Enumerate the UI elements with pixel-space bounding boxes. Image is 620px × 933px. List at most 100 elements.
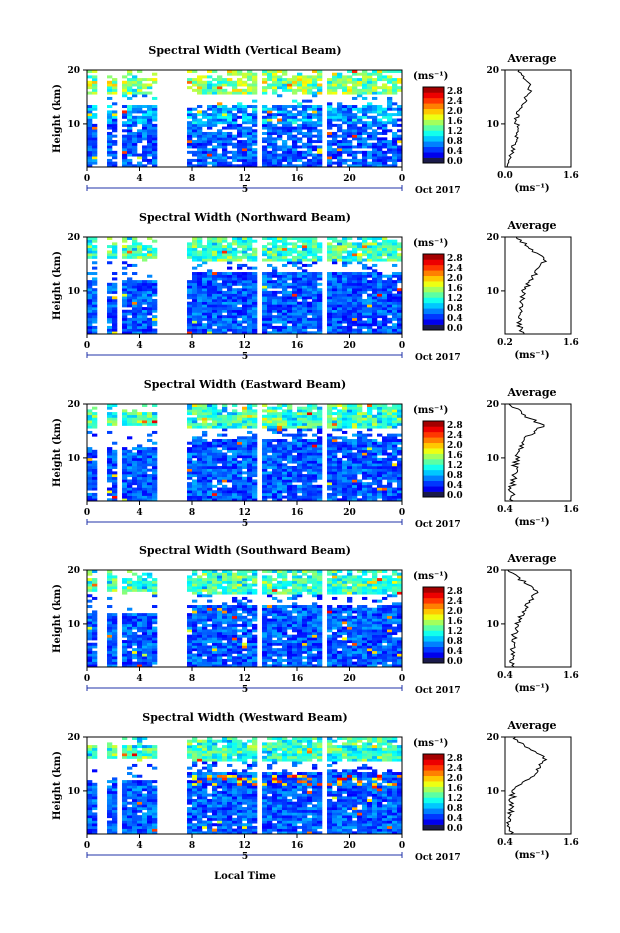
heatmap-cell xyxy=(317,140,322,143)
heatmap-cell xyxy=(122,151,127,154)
heatmap-cell xyxy=(327,110,332,113)
heatmap-cell xyxy=(267,121,272,124)
avg-y-tick-label: 20 xyxy=(486,66,499,76)
heatmap-cell xyxy=(112,296,117,299)
heatmap-cell xyxy=(197,605,202,608)
colorbar-swatch xyxy=(423,492,444,498)
heatmap-cell xyxy=(362,267,367,270)
heatmap-cell xyxy=(247,458,252,461)
heatmap-cell xyxy=(187,409,192,412)
heatmap-cell xyxy=(142,256,147,259)
heatmap-cell xyxy=(277,259,282,262)
heatmap-cell xyxy=(367,488,372,491)
heatmap-cell xyxy=(287,318,292,321)
heatmap-cell xyxy=(247,436,252,439)
heatmap-cell xyxy=(337,296,342,299)
heatmap-cell xyxy=(277,296,282,299)
heatmap-cell xyxy=(367,329,372,332)
heatmap-cell xyxy=(207,83,212,86)
heatmap-cell xyxy=(202,474,207,477)
heatmap-cell xyxy=(137,248,142,251)
heatmap-cell xyxy=(122,635,127,638)
heatmap-cell xyxy=(207,423,212,426)
heatmap-cell xyxy=(347,253,352,256)
x-tick-label: 20 xyxy=(343,341,356,351)
heatmap-cell xyxy=(122,640,127,643)
heatmap-cell xyxy=(152,321,157,324)
heatmap-cell xyxy=(232,299,237,302)
heatmap-cell xyxy=(127,329,132,332)
heatmap-cell xyxy=(92,651,97,654)
heatmap-cell xyxy=(317,315,322,318)
heatmap-cell xyxy=(222,323,227,326)
heatmap-cell xyxy=(312,461,317,464)
heatmap-cell xyxy=(302,434,307,437)
heatmap-cell xyxy=(267,264,272,267)
heatmap-cell xyxy=(142,323,147,326)
heatmap-cell xyxy=(382,116,387,119)
heatmap-cell xyxy=(222,439,227,442)
heatmap-cell xyxy=(277,253,282,256)
heatmap-cell xyxy=(232,108,237,111)
heatmap-cell xyxy=(312,474,317,477)
heatmap-cell xyxy=(122,286,127,289)
heatmap-cell xyxy=(87,659,92,662)
heatmap-cell xyxy=(137,116,142,119)
heatmap-cell xyxy=(122,304,127,307)
heatmap-cell xyxy=(252,100,257,103)
heatmap-cell xyxy=(187,116,192,119)
heatmap-cell xyxy=(332,428,337,431)
heatmap-cell xyxy=(212,121,217,124)
heatmap-cell xyxy=(262,490,267,493)
heatmap-cell xyxy=(292,256,297,259)
heatmap-cell xyxy=(127,288,132,291)
heatmap-cell xyxy=(377,469,382,472)
colorbar-swatch xyxy=(423,486,444,492)
heatmap-cell xyxy=(392,463,397,466)
heatmap-cell xyxy=(152,488,157,491)
heatmap-cell xyxy=(262,423,267,426)
heatmap-cell xyxy=(237,450,242,453)
heatmap-cell xyxy=(122,482,127,485)
heatmap-cell xyxy=(372,423,377,426)
heatmap-cell xyxy=(317,256,322,259)
heatmap-cell xyxy=(202,151,207,154)
heatmap-cell xyxy=(187,635,192,638)
heatmap-cell xyxy=(347,318,352,321)
heatmap-cell xyxy=(282,474,287,477)
heatmap-cell xyxy=(132,124,137,127)
heatmap-cell xyxy=(337,256,342,259)
heatmap-cell xyxy=(272,248,277,251)
heatmap-cell xyxy=(192,240,197,243)
heatmap-cell xyxy=(127,294,132,297)
heatmap-cell xyxy=(292,310,297,313)
heatmap-cell xyxy=(302,113,307,116)
heatmap-cell xyxy=(187,458,192,461)
heatmap-cell xyxy=(147,420,152,423)
heatmap-cell xyxy=(152,621,157,624)
heatmap-cell xyxy=(107,474,112,477)
heatmap-cell xyxy=(132,145,137,148)
heatmap-cell xyxy=(387,488,392,491)
heatmap-cell xyxy=(137,420,142,423)
heatmap-cell xyxy=(267,426,272,429)
heatmap-cell xyxy=(207,307,212,310)
heatmap-cell xyxy=(267,113,272,116)
colorbar-tick-label: 0.0 xyxy=(447,157,463,167)
heatmap-cell xyxy=(337,110,342,113)
heatmap-cell xyxy=(127,124,132,127)
heatmap-cell xyxy=(392,318,397,321)
heatmap-cell xyxy=(362,302,367,305)
heatmap-cell xyxy=(282,428,287,431)
heatmap-cell xyxy=(307,92,312,95)
heatmap-cell xyxy=(267,156,272,159)
heatmap-cell xyxy=(237,312,242,315)
heatmap-cell xyxy=(242,409,247,412)
avg-frame xyxy=(505,237,571,334)
heatmap-cell xyxy=(317,304,322,307)
heatmap-cell xyxy=(197,423,202,426)
heatmap-cell xyxy=(202,431,207,434)
heatmap-cell xyxy=(212,407,217,410)
heatmap-cell xyxy=(152,589,157,592)
heatmap-cell xyxy=(127,423,132,426)
